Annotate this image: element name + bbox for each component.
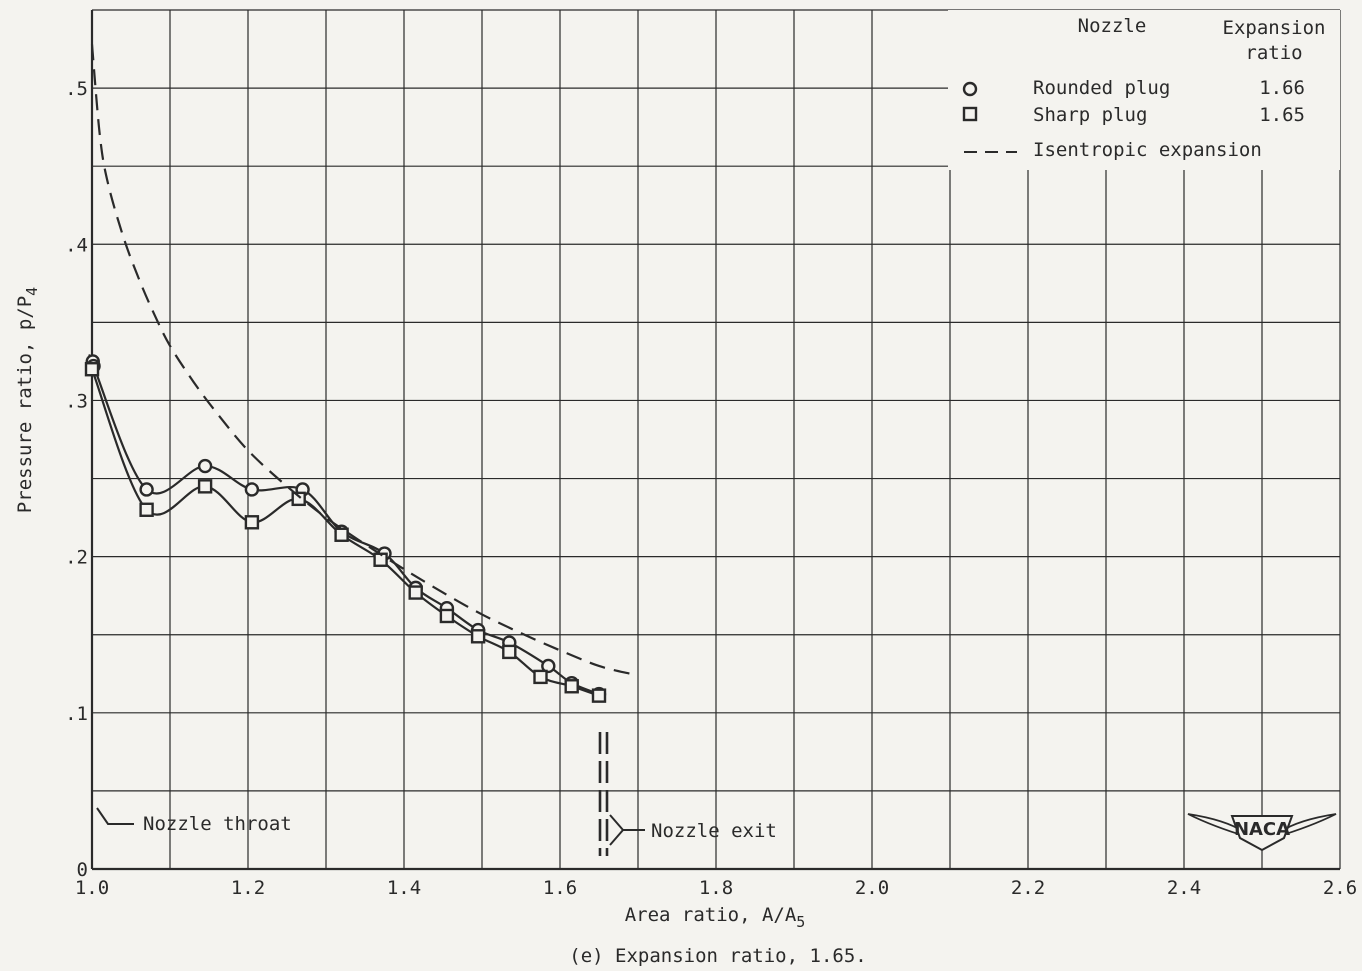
figure-caption: (e) Expansion ratio, 1.65.	[569, 945, 866, 967]
data-point-sharp-plug	[197, 479, 213, 494]
x-tick-label: 2.4	[1167, 877, 1201, 899]
y-axis-title-main: Pressure ratio, p/P	[14, 296, 36, 513]
x-tick-label: 1.4	[387, 877, 421, 899]
chart-ticks: 1.0 1.2 1.4 1.6 1.8 2.0 2.2 2.4 2.6 0 .1 .2 .3 .4 .5	[65, 78, 1357, 899]
data-point-sharp-plug	[591, 688, 607, 703]
x-axis-title-sub: 5	[796, 913, 805, 931]
legend-label-isentropic: Isentropic expansion	[1033, 139, 1262, 161]
legend-ratio-sharp-plug: 1.65	[1259, 104, 1305, 126]
legend-square-marker	[962, 106, 978, 122]
naca-logo-shield	[1230, 815, 1294, 852]
series-line-rounded-plug	[88, 354, 600, 696]
data-point-sharp-plug	[470, 629, 486, 644]
nozzle-throat-label: Nozzle throat	[143, 813, 292, 835]
legend-header-nozzle: Nozzle	[1078, 15, 1147, 37]
legend-background	[948, 10, 1340, 170]
data-point-sharp-plug	[334, 527, 349, 542]
data-point-sharp-plug	[291, 491, 306, 507]
y-tick-label: .2	[65, 547, 88, 569]
nozzle-exit-label: Nozzle exit	[651, 820, 777, 842]
data-point-sharp-plug	[564, 679, 579, 694]
nozzle-exit-leader	[609, 814, 645, 846]
data-point-sharp-plug	[533, 669, 548, 685]
x-tick-label: 2.6	[1323, 877, 1357, 899]
x-axis-title-main: Area ratio, A/A	[625, 904, 797, 926]
naca-logo-text: NACA	[1234, 819, 1290, 840]
legend-label-rounded-plug: Rounded plug	[1033, 77, 1170, 99]
legend-header-ratio-line2: ratio	[1245, 42, 1302, 64]
y-tick-label: .1	[65, 703, 88, 725]
data-point-rounded-plug	[197, 458, 213, 474]
x-tick-label: 2.0	[855, 877, 889, 899]
data-point-sharp-plug	[502, 644, 517, 660]
data-point-sharp-plug	[439, 608, 455, 624]
data-point-rounded-plug	[244, 482, 260, 497]
legend-label-sharp-plug: Sharp plug	[1033, 104, 1147, 126]
nozzle-throat-leader	[96, 807, 134, 825]
series-line-isentropic-expansion	[90, 44, 631, 675]
data-point-sharp-plug	[139, 502, 154, 517]
y-axis-title: Pressure ratio, p/P4	[14, 287, 41, 513]
data-point-sharp-plug	[244, 515, 260, 530]
data-point-rounded-plug	[139, 482, 154, 497]
legend-ratio-rounded-plug: 1.66	[1259, 77, 1305, 99]
y-tick-label: .5	[65, 78, 88, 100]
chart-series	[84, 44, 631, 703]
legend-header-ratio-line1: Expansion	[1223, 17, 1326, 39]
chart-legend: Nozzle Expansion ratio Rounded plug 1.66…	[948, 10, 1340, 170]
x-tick-label: 1.2	[231, 877, 265, 899]
x-tick-label: 1.6	[543, 877, 577, 899]
y-tick-label: .3	[65, 390, 88, 412]
data-point-sharp-plug	[408, 585, 423, 600]
y-tick-label: 0	[77, 859, 88, 881]
y-axis-title-sub: 4	[23, 287, 41, 296]
x-axis-title: Area ratio, A/A5	[625, 904, 806, 931]
legend-circle-marker	[962, 81, 978, 97]
data-point-rounded-plug	[541, 658, 556, 674]
x-tick-label: 2.2	[1011, 877, 1045, 899]
y-tick-label: .4	[65, 234, 88, 256]
x-tick-label: 1.0	[75, 877, 109, 899]
data-point-sharp-plug	[84, 362, 100, 377]
x-tick-label: 1.8	[699, 877, 733, 899]
chart-annotations: Nozzle throat Nozzle exit	[96, 732, 777, 856]
naca-logo: NACA	[1187, 813, 1337, 852]
